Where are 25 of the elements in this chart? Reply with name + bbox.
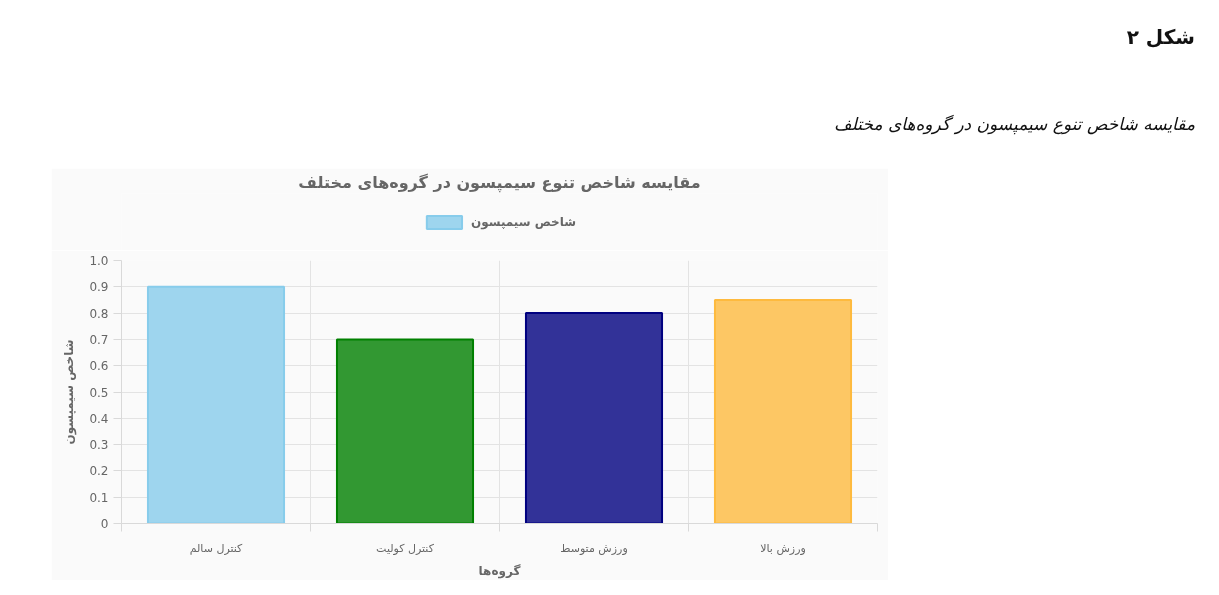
text: شکل ۲ [1126, 24, 1195, 51]
chart-title: مقایسه شاخص تنوع سیمپسون در گروه‌های مختلف [298, 172, 701, 193]
bar [524, 312, 664, 524]
y-tick-label: 0.4 [89, 411, 109, 426]
y-tick-label: 0.8 [89, 306, 109, 321]
bar [713, 298, 853, 524]
text: مقایسه شاخص تنوع سیمپسون در گروه‌های مختلف [834, 113, 1195, 137]
y-tick-label: 0.9 [89, 280, 109, 295]
x-tick-label: کنترل سالم [189, 541, 244, 555]
legend-label: شاخص سیمپسون [470, 214, 577, 229]
x-tick-label: کنترل کولیت [376, 541, 435, 555]
x-tick-label: ورزش بالا [760, 541, 806, 555]
bar [335, 338, 475, 524]
y-tick-label: 0.3 [89, 438, 109, 453]
y-tick-label: 0 [100, 517, 109, 531]
y-tick-label: 0.5 [89, 385, 109, 400]
y-axis-title: شاخص سیمپسون [62, 339, 78, 445]
y-tick-label: 1.0 [89, 254, 109, 268]
y-tick-label: 0.7 [89, 332, 109, 347]
y-tick-label: 0.6 [89, 359, 109, 374]
y-tick-label: 0.1 [89, 490, 109, 505]
bar [146, 285, 286, 524]
y-tick-label: 0.2 [89, 464, 109, 479]
x-axis-title: گروه‌ها [478, 563, 521, 579]
x-tick-label: ورزش متوسط [560, 541, 628, 555]
